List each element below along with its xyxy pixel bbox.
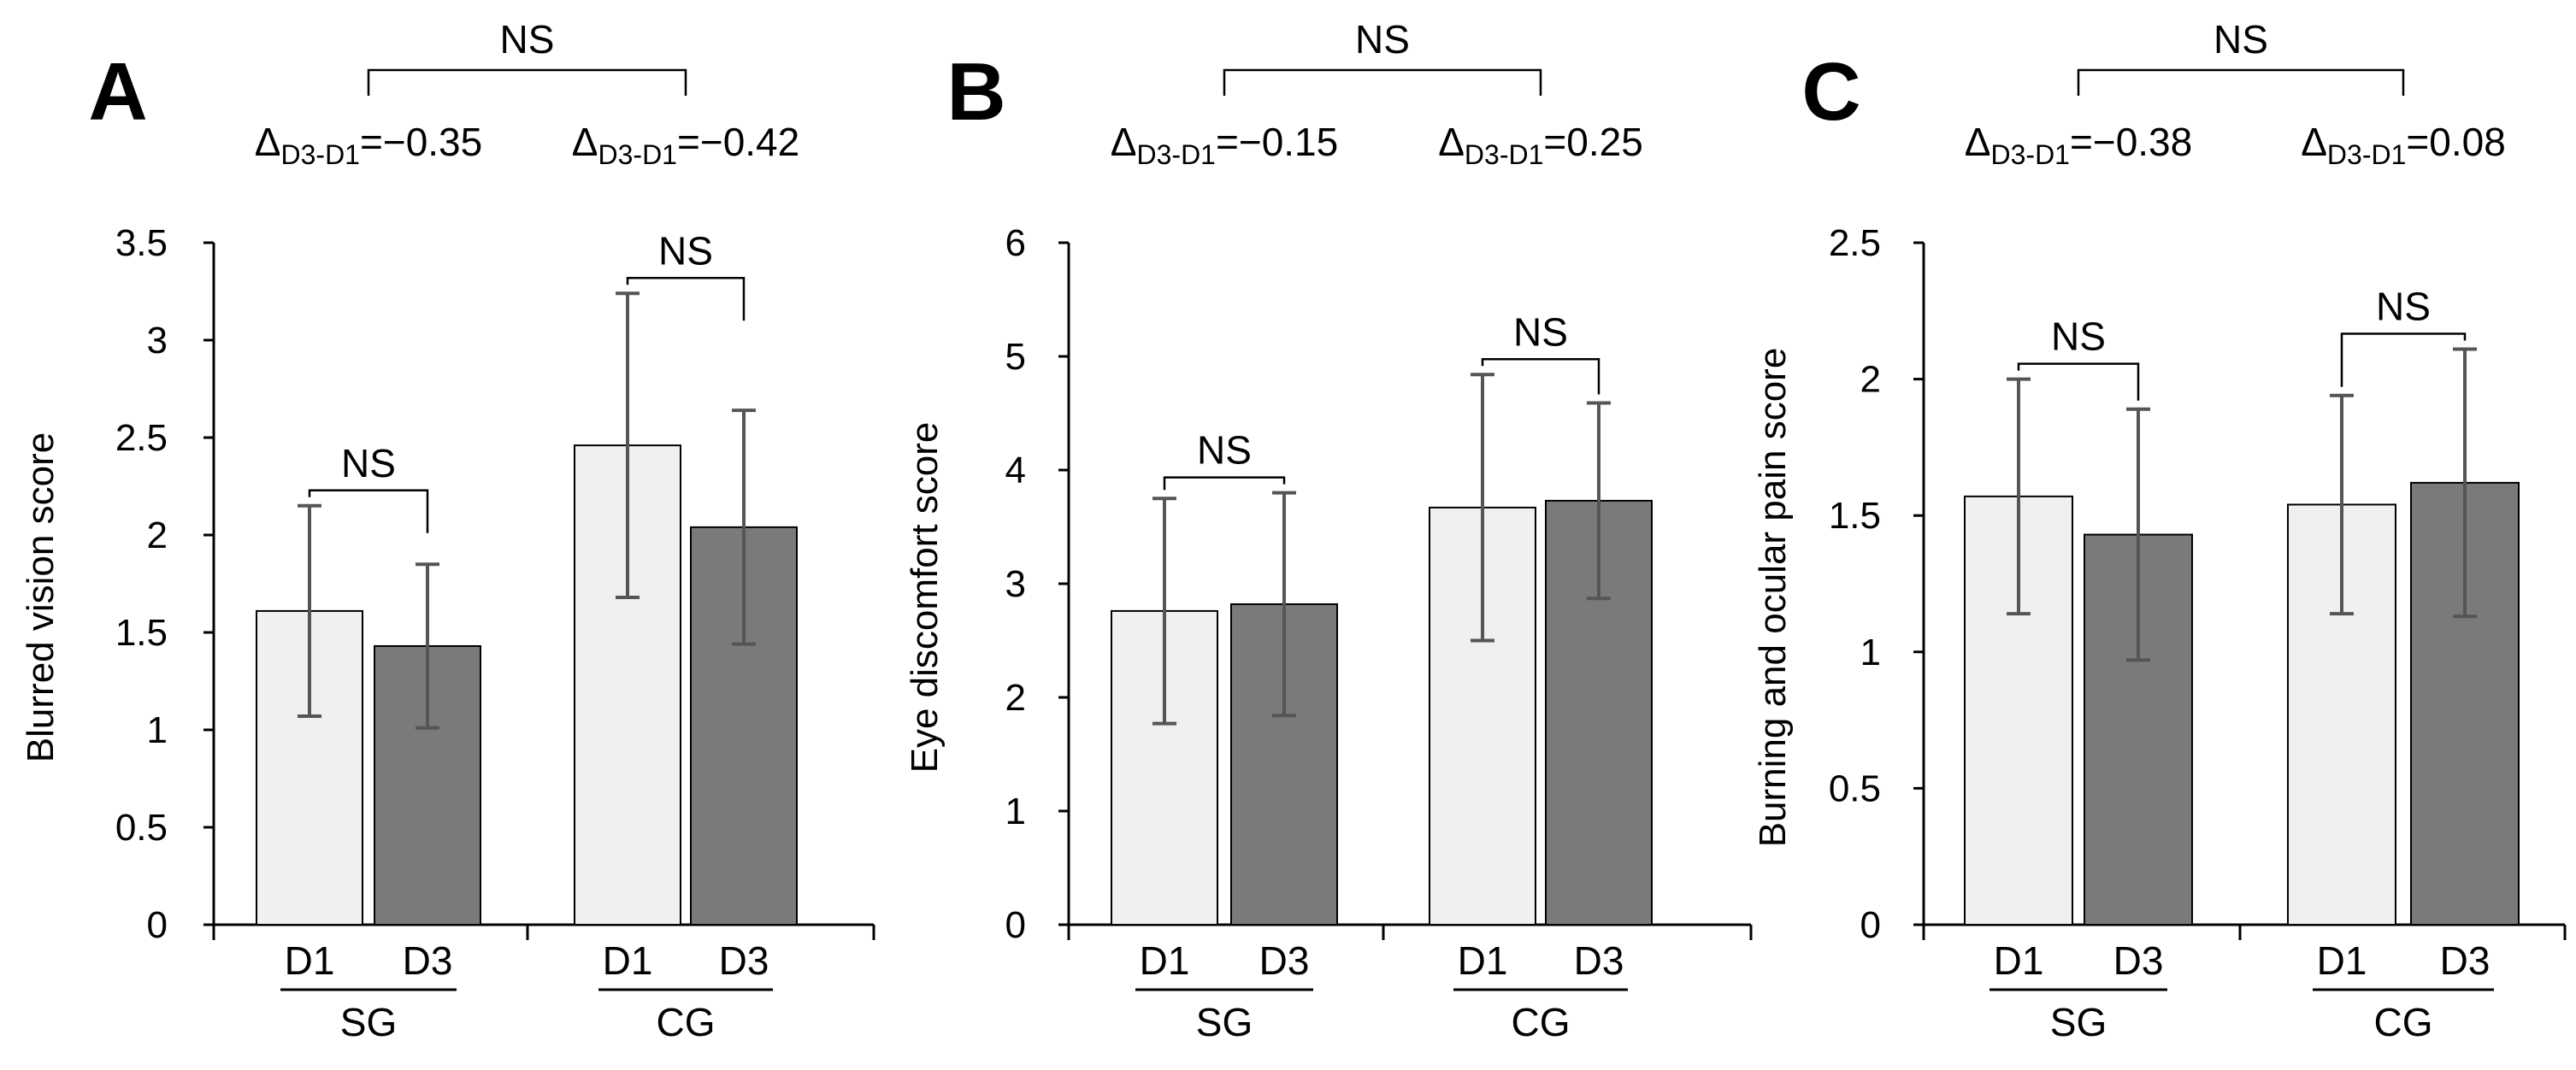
delta-value: =−0.35 <box>360 120 482 164</box>
p1-y-tick-label: 3.5 <box>115 222 168 264</box>
p2-ns-label-sg: NS <box>1197 428 1252 473</box>
p3-y-tick-label: 2.5 <box>1829 222 1881 264</box>
p2-y-axis-label: Eye discomfort score <box>904 422 946 773</box>
delta-symbol: Δ <box>572 120 598 164</box>
p1-delta-sg: ΔD3-D1=−0.35 <box>255 120 482 170</box>
p3-x-tick-label-d3: D3 <box>2113 938 2164 983</box>
p3-y-tick-label: 1.5 <box>1829 495 1881 537</box>
p3-y-tick-label: 0 <box>1860 904 1881 946</box>
p1-x-tick-label-d3: D3 <box>403 938 453 983</box>
delta-symbol: Δ <box>1438 120 1465 164</box>
p2-y-tick-label: 2 <box>1005 677 1026 719</box>
p3-y-tick-label: 1 <box>1860 632 1881 673</box>
delta-subscript: D3-D1 <box>1137 139 1216 170</box>
p1-ns-label-sg: NS <box>341 441 396 485</box>
p2-delta-cg: ΔD3-D1=0.25 <box>1438 120 1643 170</box>
p1-y-tick-label: 0.5 <box>115 807 168 849</box>
p2-x-tick-label-d3: D3 <box>1574 938 1624 983</box>
p1-ns-bracket-sg <box>308 489 429 533</box>
p3-y-tick-label: 0.5 <box>1829 767 1881 809</box>
p1-y-tick-label: 1.5 <box>115 612 168 654</box>
p2-ns-bracket-cg <box>1481 358 1600 395</box>
p3-y-axis-label: Burning and ocular pain score <box>1752 348 1794 848</box>
p2-group-label-cg: CG <box>1512 1000 1571 1044</box>
p2-y-tick-label: 4 <box>1005 450 1026 491</box>
delta-symbol: Δ <box>255 120 281 164</box>
delta-subscript: D3-D1 <box>1465 139 1543 170</box>
delta-value: =0.08 <box>2406 120 2505 164</box>
p1-y-tick-label: 1 <box>147 709 168 751</box>
p3-ns-label-sg: NS <box>2051 315 2106 359</box>
p2-y-tick-label: 6 <box>1005 222 1026 264</box>
delta-symbol: Δ <box>1111 120 1137 164</box>
p2-ns-bracket-sg <box>1163 476 1286 491</box>
p2-panel-letter: B <box>946 46 1005 138</box>
p1-y-tick-label: 2 <box>147 514 168 556</box>
p2-ns-label-cg: NS <box>1513 309 1568 354</box>
delta-value: =−0.38 <box>2070 120 2192 164</box>
p3-delta-cg: ΔD3-D1=0.08 <box>2301 120 2506 170</box>
delta-subscript: D3-D1 <box>598 139 677 170</box>
p3-panel-letter: C <box>1801 46 1860 138</box>
delta-subscript: D3-D1 <box>281 139 360 170</box>
p1-group-label-sg: SG <box>340 1000 397 1044</box>
p3-ns-label-cg: NS <box>2376 284 2431 328</box>
p2-y-tick-label: 0 <box>1005 904 1026 946</box>
delta-value: =−0.15 <box>1216 120 1338 164</box>
p1-top-ns-bracket <box>367 68 687 96</box>
p1-y-tick-label: 3 <box>147 320 168 362</box>
p2-x-tick-label-d1: D1 <box>1140 938 1190 983</box>
p2-y-tick-label: 5 <box>1005 336 1026 378</box>
p2-group-label-sg: SG <box>1196 1000 1253 1044</box>
delta-symbol: Δ <box>1965 120 1991 164</box>
p2-top-ns-bracket <box>1223 68 1542 96</box>
p1-top-ns-label: NS <box>500 17 555 62</box>
delta-subscript: D3-D1 <box>2327 139 2406 170</box>
p1-ns-label-cg: NS <box>658 228 713 273</box>
p2-delta-sg: ΔD3-D1=−0.15 <box>1111 120 1338 170</box>
p1-ns-bracket-cg <box>626 277 746 321</box>
p3-group-label-cg: CG <box>2374 1000 2433 1044</box>
p1-y-axis-label: Blurred vision score <box>20 432 62 762</box>
p1-x-tick-label-d1: D1 <box>603 938 653 983</box>
p2-top-ns-label: NS <box>1355 17 1410 62</box>
p3-top-ns-bracket <box>2077 68 2405 96</box>
p1-x-tick-label-d3: D3 <box>719 938 769 983</box>
p2-y-tick-label: 1 <box>1005 791 1026 832</box>
delta-value: =−0.42 <box>677 120 799 164</box>
p1-y-tick-label: 2.5 <box>115 417 168 459</box>
p3-ns-bracket-sg <box>2017 362 2140 401</box>
p3-x-tick-label-d3: D3 <box>2440 938 2491 983</box>
delta-value: =0.25 <box>1543 120 1642 164</box>
p2-x-tick-label-d1: D1 <box>1458 938 1508 983</box>
p3-x-tick-label-d1: D1 <box>2317 938 2367 983</box>
p3-delta-sg: ΔD3-D1=−0.38 <box>1965 120 2192 170</box>
p3-bar-sg-d1 <box>1964 495 2073 926</box>
delta-subscript: D3-D1 <box>1991 139 2070 170</box>
p1-x-tick-label-d1: D1 <box>285 938 335 983</box>
p1-panel-letter: A <box>88 46 147 138</box>
p3-x-tick-label-d1: D1 <box>1994 938 2044 983</box>
p2-x-tick-label-d3: D3 <box>1259 938 1310 983</box>
p3-group-label-sg: SG <box>2050 1000 2107 1044</box>
p3-y-tick-label: 2 <box>1860 359 1881 401</box>
p3-top-ns-label: NS <box>2213 17 2268 62</box>
p1-delta-cg: ΔD3-D1=−0.42 <box>572 120 799 170</box>
p1-group-label-cg: CG <box>657 1000 716 1044</box>
p2-y-tick-label: 3 <box>1005 563 1026 605</box>
p1-y-tick-label: 0 <box>147 904 168 946</box>
delta-symbol: Δ <box>2301 120 2327 164</box>
p3-ns-bracket-cg <box>2340 332 2467 387</box>
